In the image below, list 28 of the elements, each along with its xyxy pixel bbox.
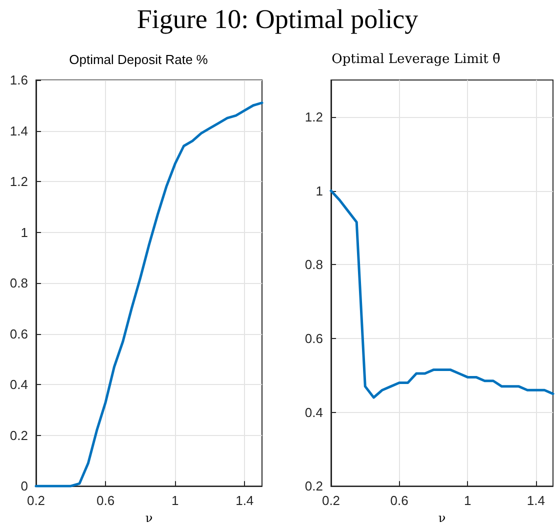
- y-tick-label: 0.2: [10, 428, 28, 443]
- x-tick-label: 1.4: [526, 493, 545, 508]
- y-tick-label: 0.2: [304, 478, 323, 494]
- chart-title: Optimal Leverage Limit θ̄: [332, 52, 500, 67]
- y-tick-label: 1: [20, 224, 28, 240]
- y-tick-label: 0: [20, 478, 28, 494]
- x-tick-label: 1: [464, 493, 472, 508]
- x-axis-title: ν: [145, 511, 153, 525]
- y-tick-label: 0.6: [10, 326, 28, 342]
- y-tick-label: 1.6: [10, 72, 28, 88]
- y-tick-label: 1: [316, 183, 323, 198]
- x-tick-label: 0.6: [96, 493, 115, 508]
- y-tick-label: 0.6: [304, 330, 323, 346]
- chart-title: Optimal Deposit Rate %: [69, 52, 208, 67]
- y-tick-label: 1.4: [10, 123, 28, 138]
- y-tick-label: 0.4: [304, 404, 323, 420]
- caption: Figure 10: Optimal policy: [136, 4, 420, 35]
- y-tick-label: 0.8: [10, 276, 28, 291]
- x-tick-label: 0.2: [322, 493, 340, 508]
- x-tick-label: 1: [171, 493, 179, 508]
- y-tick-label: 1.2: [304, 109, 323, 124]
- y-tick-label: 0.4: [10, 377, 28, 392]
- line-series: [330, 190, 554, 399]
- x-axis-title: ν: [438, 511, 446, 525]
- x-tick-label: 1.4: [236, 493, 254, 508]
- y-tick-label: 1.2: [10, 174, 28, 190]
- x-tick-label: 0.6: [390, 493, 408, 508]
- y-tick-label: 0.8: [304, 257, 323, 272]
